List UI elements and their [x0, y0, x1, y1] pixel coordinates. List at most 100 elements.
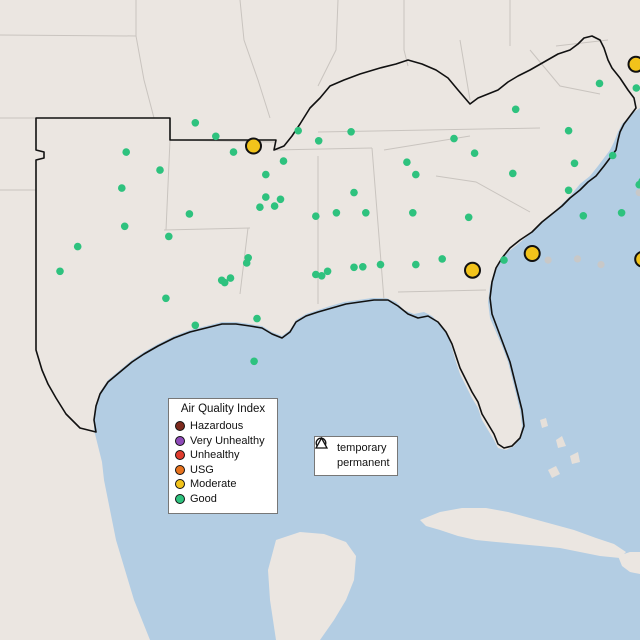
good-station-marker[interactable] [350, 263, 358, 272]
legend-item-temporary: temporary [315, 437, 392, 456]
good-station-marker[interactable] [412, 260, 420, 269]
legend-label: Very Unhealthy [190, 434, 265, 447]
good-station-marker[interactable] [270, 202, 279, 210]
good-station-marker[interactable] [279, 157, 288, 165]
cuba-island [420, 508, 626, 558]
good-station-marker[interactable] [323, 267, 332, 276]
inactive-station-marker[interactable] [573, 255, 582, 263]
hazardous-swatch [175, 421, 185, 432]
good-station-marker[interactable] [312, 270, 320, 279]
good-station-marker[interactable] [185, 210, 194, 218]
good-station-marker[interactable] [403, 158, 411, 166]
good-station-marker[interactable] [438, 255, 447, 263]
good-station-marker[interactable] [332, 209, 341, 217]
inactive-station-marker[interactable] [544, 256, 552, 264]
good-station-marker[interactable] [450, 134, 458, 143]
good-station-marker[interactable] [191, 119, 200, 127]
aqi-legend: Air Quality Index Hazardous Very Unhealt… [168, 398, 278, 514]
unhealthy-swatch [175, 450, 185, 461]
good-station-marker[interactable] [347, 128, 355, 136]
bahamas-islands [540, 418, 580, 478]
moderate-station-marker[interactable] [464, 261, 481, 279]
monitor-type-legend: temporary permanent [314, 436, 398, 476]
good-station-marker[interactable] [595, 79, 604, 88]
legend-item-good: Good [175, 492, 271, 507]
inactive-station-marker[interactable] [635, 189, 640, 197]
legend-label: Hazardous [190, 420, 244, 433]
legend-item-hazardous: Hazardous [175, 419, 271, 434]
good-station-marker[interactable] [226, 274, 235, 282]
very-unhealthy-swatch [175, 435, 185, 446]
good-station-marker[interactable] [250, 357, 258, 366]
good-station-marker[interactable] [608, 151, 617, 160]
moderate-station-marker[interactable] [245, 137, 262, 155]
legend-label: Moderate [190, 478, 237, 491]
good-station-marker[interactable] [229, 148, 238, 156]
usg-swatch [175, 464, 185, 475]
good-station-marker[interactable] [376, 260, 385, 269]
good-station-marker[interactable] [464, 213, 473, 222]
good-station-marker[interactable] [579, 212, 588, 220]
good-station-marker[interactable] [350, 188, 358, 197]
good-station-marker[interactable] [564, 126, 573, 135]
good-station-marker[interactable] [253, 314, 261, 323]
moderate-station-layer [245, 55, 640, 279]
good-station-marker[interactable] [570, 159, 579, 168]
good-station-marker[interactable] [256, 203, 264, 211]
inactive-station-marker[interactable] [597, 261, 605, 269]
good-station-marker[interactable] [500, 256, 508, 264]
good-station-marker[interactable] [362, 209, 370, 217]
legend-item-unhealthy: Unhealthy [175, 448, 271, 463]
good-station-marker[interactable] [120, 222, 129, 231]
good-station-marker[interactable] [412, 170, 420, 179]
moderate-station-marker[interactable] [634, 251, 640, 268]
good-station-marker[interactable] [162, 294, 170, 303]
good-station-marker[interactable] [409, 209, 417, 217]
good-station-marker[interactable] [509, 169, 517, 178]
legend-label: Good [190, 492, 217, 505]
good-station-marker[interactable] [122, 148, 130, 156]
legend-item-permanent: permanent [315, 437, 392, 471]
yucatan-peninsula [268, 532, 356, 640]
legend-title: Air Quality Index [180, 403, 266, 415]
good-station-marker[interactable] [56, 267, 64, 276]
region-outline [35, 35, 637, 449]
legend-item-usg: USG [175, 463, 271, 478]
good-station-marker[interactable] [511, 105, 520, 114]
legend-item-very-unhealthy: Very Unhealthy [175, 434, 271, 449]
triangle-icon [315, 437, 333, 469]
good-station-marker[interactable] [118, 184, 126, 192]
moderate-station-marker[interactable] [523, 245, 541, 262]
legend-item-moderate: Moderate [175, 477, 271, 492]
moderate-swatch [175, 479, 185, 490]
good-station-marker[interactable] [212, 132, 220, 141]
good-station-marker[interactable] [276, 195, 285, 204]
good-station-marker[interactable] [165, 232, 173, 241]
good-station-marker[interactable] [359, 263, 367, 271]
good-station-marker[interactable] [564, 186, 573, 195]
good-station-marker[interactable] [314, 137, 323, 145]
good-station-marker[interactable] [244, 253, 252, 262]
good-station-marker[interactable] [312, 212, 320, 220]
good-station-marker[interactable] [470, 149, 479, 157]
good-station-layer [56, 79, 640, 366]
legend-label: Unhealthy [190, 449, 240, 462]
legend-label: permanent [337, 456, 390, 469]
good-station-marker[interactable] [262, 193, 270, 201]
good-station-marker[interactable] [632, 84, 640, 92]
legend-label: USG [190, 463, 214, 476]
good-station-marker[interactable] [217, 276, 226, 285]
good-station-marker[interactable] [317, 272, 326, 280]
hispaniola-island [618, 552, 640, 574]
legend-label: temporary [337, 442, 387, 455]
good-station-marker[interactable] [191, 321, 200, 330]
good-station-marker[interactable] [73, 242, 82, 251]
good-station-marker[interactable] [294, 126, 303, 135]
moderate-station-marker[interactable] [627, 55, 640, 73]
good-station-marker[interactable] [262, 170, 270, 179]
good-station-marker[interactable] [156, 166, 164, 174]
good-station-marker[interactable] [617, 209, 626, 217]
